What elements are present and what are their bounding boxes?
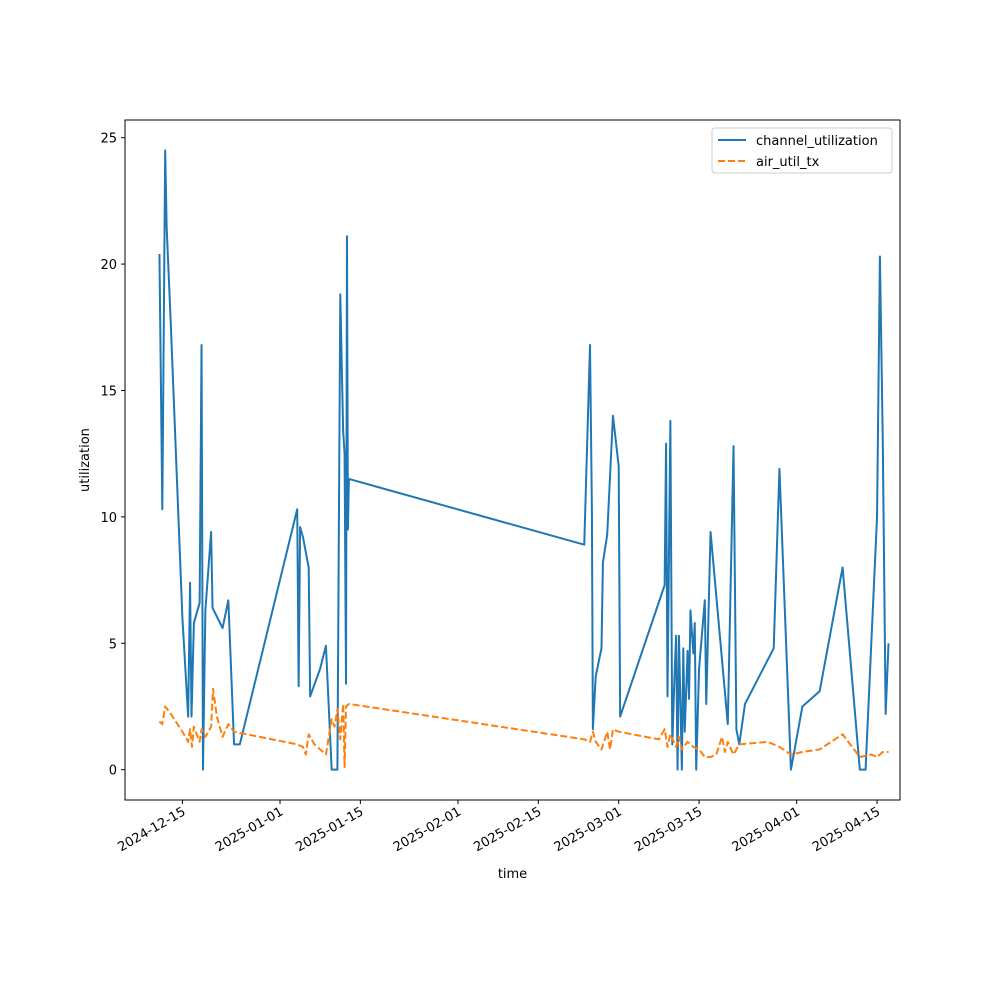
y-axis-label: utilization [78, 428, 93, 492]
y-tick-label: 20 [100, 258, 117, 273]
series-line-channel_utilization [158, 149, 890, 771]
series-layer [158, 149, 890, 771]
legend-label-air_util_tx: air_util_tx [756, 155, 820, 170]
plot-area [124, 119, 901, 801]
x-axis-label: time [498, 867, 527, 882]
y-axis: 0 5 10 15 20 25 [100, 132, 125, 779]
legend-label-channel_utilization: channel_utilization [756, 134, 878, 149]
y-tick-label: 10 [100, 511, 117, 526]
series-line-air_util_tx [158, 687, 889, 769]
y-tick-label: 25 [100, 132, 117, 147]
y-tick-label: 0 [109, 764, 117, 779]
y-tick-label: 5 [109, 637, 117, 652]
legend-box [711, 127, 893, 174]
y-tick-label: 15 [100, 384, 117, 399]
axes-frame [124, 119, 901, 801]
legend: channel_utilization air_util_tx [711, 127, 893, 174]
